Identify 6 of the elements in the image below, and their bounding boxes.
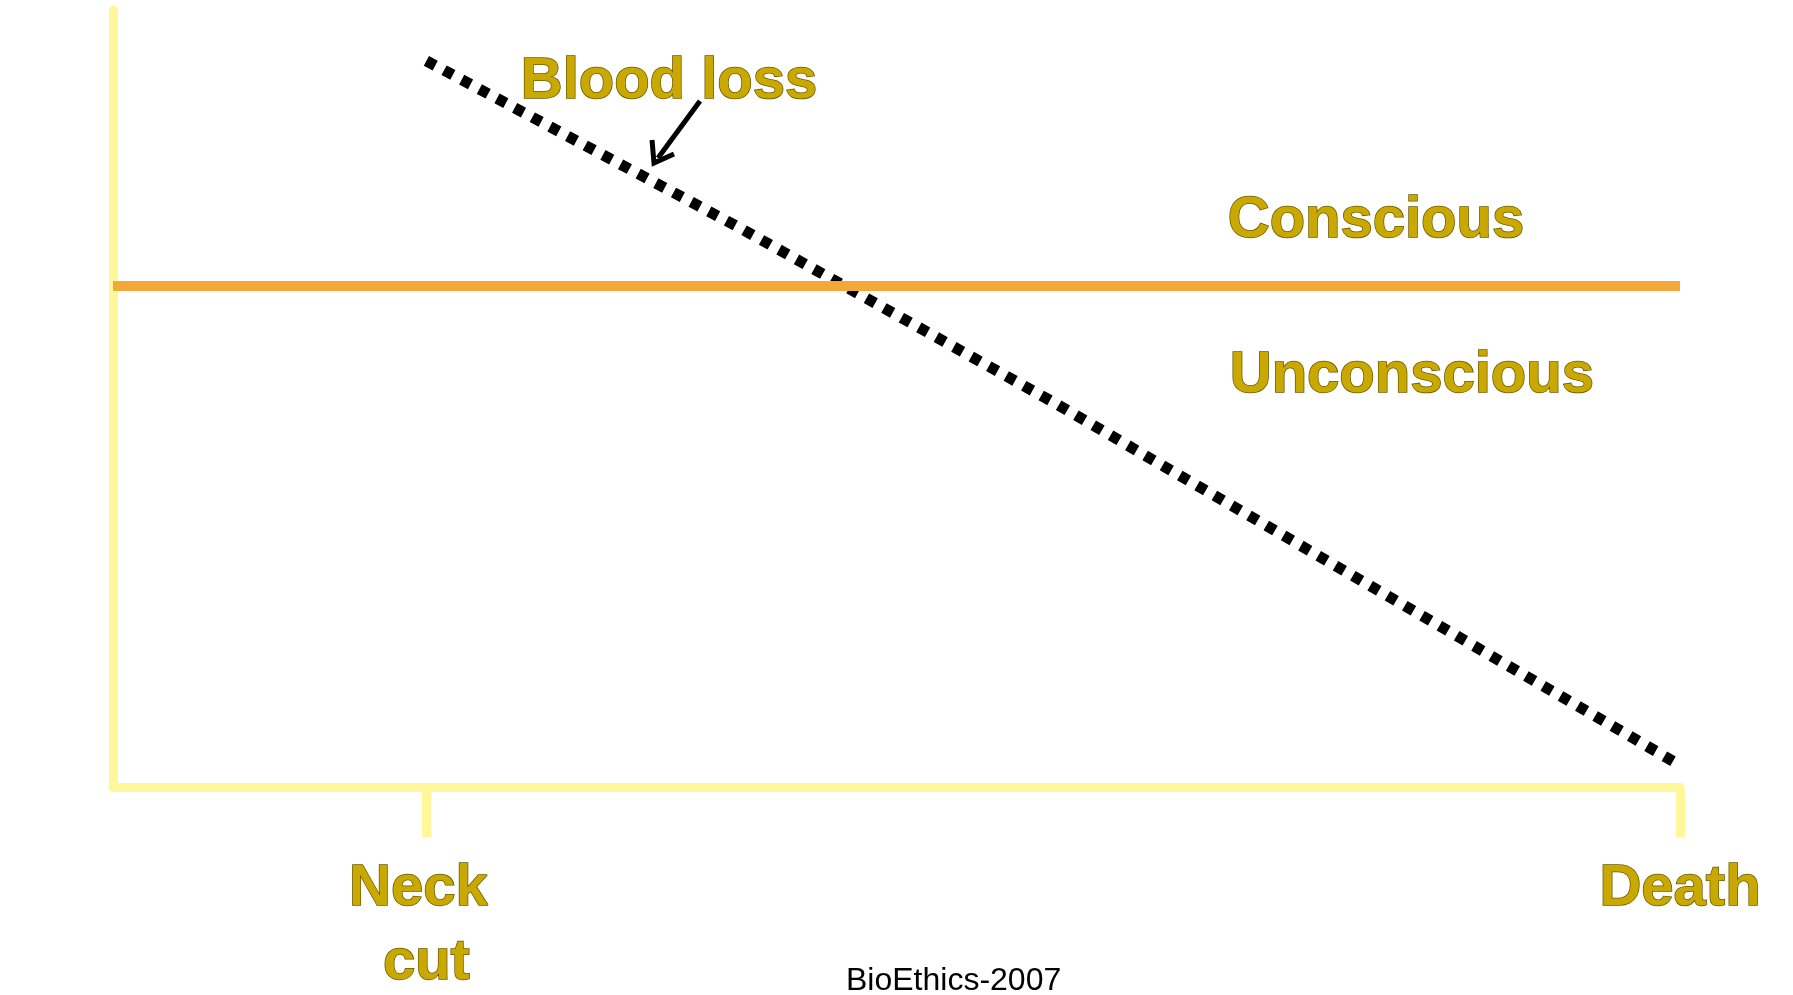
- x-tick-label: Death: [1599, 851, 1761, 917]
- x-tick-label: Neck cut: [349, 851, 504, 991]
- annotation: Blood loss: [520, 45, 818, 111]
- annotation: Conscious: [1227, 184, 1525, 250]
- annotation: Unconscious: [1229, 339, 1594, 405]
- text: BioEthics-2007: [846, 961, 1062, 995]
